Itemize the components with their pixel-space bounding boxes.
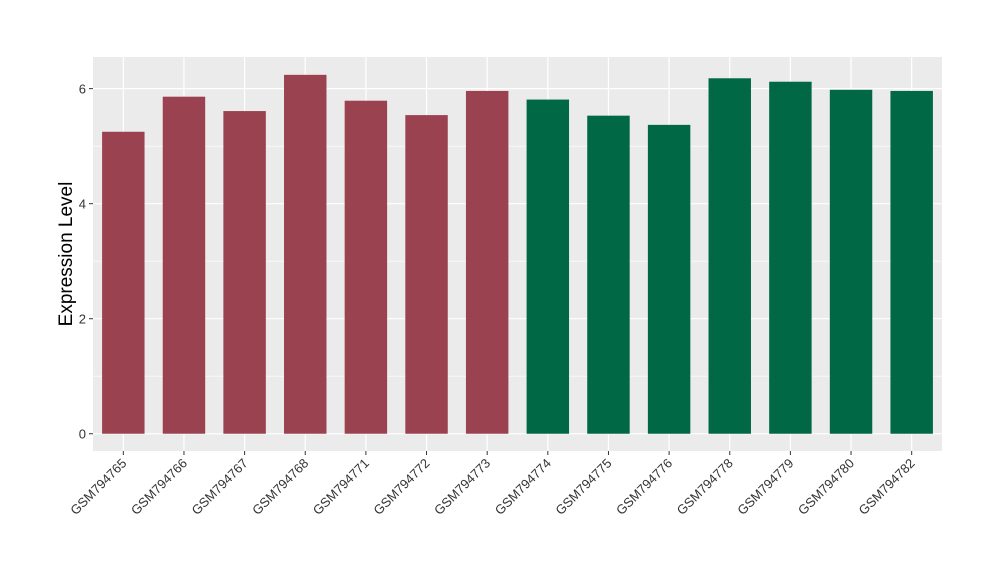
bar bbox=[829, 89, 873, 434]
bar bbox=[162, 96, 206, 434]
bar bbox=[284, 74, 327, 434]
bar bbox=[890, 90, 933, 434]
bar bbox=[526, 99, 570, 434]
bar bbox=[708, 78, 751, 434]
y-tick-label: 2 bbox=[79, 312, 86, 327]
x-tick-label: GSM794768 bbox=[249, 456, 311, 518]
bars bbox=[102, 74, 933, 434]
y-tick-label: 4 bbox=[79, 197, 86, 212]
x-tick-label: GSM794774 bbox=[492, 456, 554, 518]
x-tick-label: GSM794773 bbox=[431, 456, 493, 518]
x-tick-label: GSM794765 bbox=[67, 456, 129, 518]
bar bbox=[223, 111, 266, 434]
x-tick-label: GSM794779 bbox=[734, 456, 796, 518]
bar bbox=[587, 115, 630, 434]
bar bbox=[405, 115, 448, 434]
x-axis: GSM794765GSM794766GSM794767GSM794768GSM7… bbox=[67, 451, 918, 518]
x-tick-label: GSM794780 bbox=[795, 456, 857, 518]
bar bbox=[465, 90, 509, 434]
y-axis: 0 2 4 6 bbox=[79, 82, 93, 442]
x-tick-label: GSM794782 bbox=[856, 456, 918, 518]
x-tick-label: GSM794775 bbox=[552, 456, 614, 518]
x-tick-label: GSM794778 bbox=[674, 456, 736, 518]
y-tick-label: 6 bbox=[79, 82, 86, 97]
y-axis-label: Expression Level bbox=[56, 182, 77, 327]
plot-panel bbox=[93, 57, 942, 451]
x-tick-label: GSM794767 bbox=[189, 456, 251, 518]
x-tick-label: GSM794772 bbox=[370, 456, 432, 518]
bar bbox=[102, 131, 145, 434]
x-tick-label: GSM794766 bbox=[128, 456, 190, 518]
bar bbox=[769, 81, 812, 434]
x-tick-label: GSM794776 bbox=[613, 456, 675, 518]
x-tick-label: GSM794771 bbox=[310, 456, 372, 518]
y-tick-label: 0 bbox=[79, 427, 86, 442]
bar bbox=[344, 100, 388, 434]
bar bbox=[647, 124, 691, 434]
